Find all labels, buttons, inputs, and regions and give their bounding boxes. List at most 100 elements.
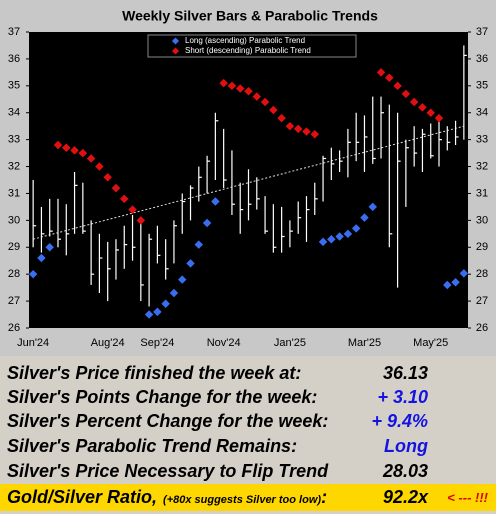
- row-label: Silver's Percent Change for the week:: [7, 411, 329, 431]
- parabolic-dot: [78, 148, 88, 158]
- legend-swatch: [171, 37, 180, 45]
- parabolic-dot: [62, 143, 71, 152]
- row-label: Silver's Parabolic Trend Remains:: [7, 436, 298, 456]
- ratio-note: (+80x suggests Silver too low): [163, 494, 322, 506]
- parabolic-dot: [385, 73, 394, 82]
- parabolic-dot: [177, 275, 187, 284]
- parabolic-dot: [227, 81, 237, 91]
- y-tick-label: 30: [476, 214, 488, 226]
- y-tick-label: 35: [476, 80, 488, 92]
- y-tick-label: 29: [476, 241, 488, 253]
- parabolic-dot: [111, 183, 121, 193]
- y-tick-label: 27: [476, 295, 488, 307]
- x-tick-label: Aug'24: [91, 337, 125, 349]
- parabolic-dot: [70, 146, 79, 155]
- parabolic-dot: [360, 213, 369, 222]
- row-value: Long: [384, 436, 428, 456]
- y-tick-label: 34: [8, 107, 20, 119]
- y-tick-label: 35: [8, 80, 20, 92]
- parabolic-dot: [351, 224, 361, 233]
- row-label: Silver's Price Necessary to Flip Trend: [7, 461, 329, 481]
- chart: Weekly Silver Bars & Parabolic Trends 26…: [0, 0, 496, 356]
- parabolic-dot: [285, 121, 295, 131]
- y-tick-label: 26: [476, 322, 488, 334]
- y-tick-label: 31: [476, 187, 488, 199]
- parabolic-dot: [95, 162, 104, 171]
- parabolic-dot: [186, 259, 195, 268]
- parabolic-dot: [459, 269, 469, 278]
- parabolic-dot: [202, 218, 212, 228]
- parabolic-dot: [86, 154, 96, 163]
- parabolic-dot: [443, 280, 452, 290]
- parabolic-dot: [211, 197, 220, 206]
- parabolic-dot: [277, 113, 286, 123]
- parabolic-dot: [161, 299, 170, 309]
- parabolic-dot: [219, 78, 228, 88]
- summary-row: Silver's Parabolic Trend Remains: Long: [0, 434, 496, 458]
- y-tick-label: 32: [8, 160, 20, 172]
- parabolic-dot: [244, 86, 253, 96]
- parabolic-dot: [335, 232, 344, 241]
- parabolic-dot: [252, 92, 262, 101]
- y-tick-label: 34: [476, 107, 488, 119]
- y-tick-label: 27: [8, 295, 20, 307]
- summary-row: Silver's Price Necessary to Flip Trend 28…: [0, 459, 496, 483]
- x-tick-label: Jun'24: [17, 337, 49, 349]
- legend-label: Short (descending) Parabolic Trend: [185, 46, 311, 55]
- y-tick-label: 37: [8, 26, 20, 38]
- summary-row: Silver's Price finished the week at: 36.1…: [0, 361, 496, 385]
- ratio-colon: :: [321, 487, 328, 507]
- parabolic-dot: [426, 108, 435, 117]
- x-tick-label: Mar'25: [348, 337, 381, 349]
- ratio-row: Gold/Silver Ratio, (+80x suggests Silver …: [0, 484, 496, 511]
- legend-swatch: [171, 47, 180, 55]
- y-tick-label: 30: [8, 214, 20, 226]
- x-tick-label: May'25: [413, 337, 448, 349]
- parabolic-dot: [401, 89, 411, 99]
- summary-row: Silver's Points Change for the week: + 3.…: [0, 385, 496, 409]
- parabolic-dot: [260, 97, 270, 107]
- y-tick-label: 33: [8, 134, 20, 146]
- parabolic-dot: [368, 202, 377, 212]
- parabolic-dot: [153, 307, 162, 317]
- row-value: 28.03: [382, 461, 428, 481]
- parabolic-dot: [144, 310, 154, 319]
- x-tick-label: Nov'24: [207, 337, 241, 349]
- parabolic-dot: [418, 103, 427, 112]
- parabolic-dot: [136, 216, 146, 225]
- parabolic-dot: [376, 68, 386, 77]
- x-tick-label: Jan'25: [274, 337, 306, 349]
- ratio-alert: < --- !!!: [447, 490, 488, 505]
- y-tick-label: 36: [8, 53, 20, 65]
- y-tick-label: 31: [8, 187, 20, 199]
- parabolic-dot: [45, 243, 54, 252]
- parabolic-dot: [343, 229, 353, 239]
- ratio-label: Gold/Silver Ratio,: [7, 487, 158, 507]
- parabolic-dot: [128, 205, 137, 214]
- row-label: Silver's Points Change for the week:: [7, 387, 318, 407]
- parabolic-dot: [434, 113, 444, 123]
- y-tick-label: 26: [8, 322, 20, 334]
- legend-label: Long (ascending) Parabolic Trend: [185, 36, 305, 45]
- row-value: + 9.4%: [371, 411, 428, 431]
- y-tick-label: 32: [476, 160, 488, 172]
- x-tick-label: Sep'24: [140, 337, 174, 349]
- row-value: + 3.10: [377, 387, 428, 407]
- row-value: 36.13: [382, 363, 428, 383]
- y-tick-label: 29: [8, 241, 20, 253]
- parabolic-dot: [327, 234, 336, 244]
- y-tick-label: 33: [476, 134, 488, 146]
- legend-box: [147, 34, 357, 58]
- parabolic-dot: [318, 237, 328, 247]
- ratio-value: 92.2x: [382, 487, 428, 507]
- y-tick-label: 36: [476, 53, 488, 65]
- parabolic-dot: [393, 81, 402, 91]
- parabolic-dot: [451, 278, 460, 287]
- parabolic-dot: [53, 140, 63, 150]
- chart-title: Weekly Silver Bars & Parabolic Trends: [122, 8, 378, 24]
- parabolic-dot: [194, 240, 204, 249]
- summary-row: Silver's Percent Change for the week: + 9…: [0, 409, 496, 433]
- ratio-text: Gold/Silver Ratio, (+80x suggests Silver …: [7, 484, 327, 514]
- parabolic-dot: [235, 84, 245, 93]
- parabolic-dot: [28, 269, 38, 279]
